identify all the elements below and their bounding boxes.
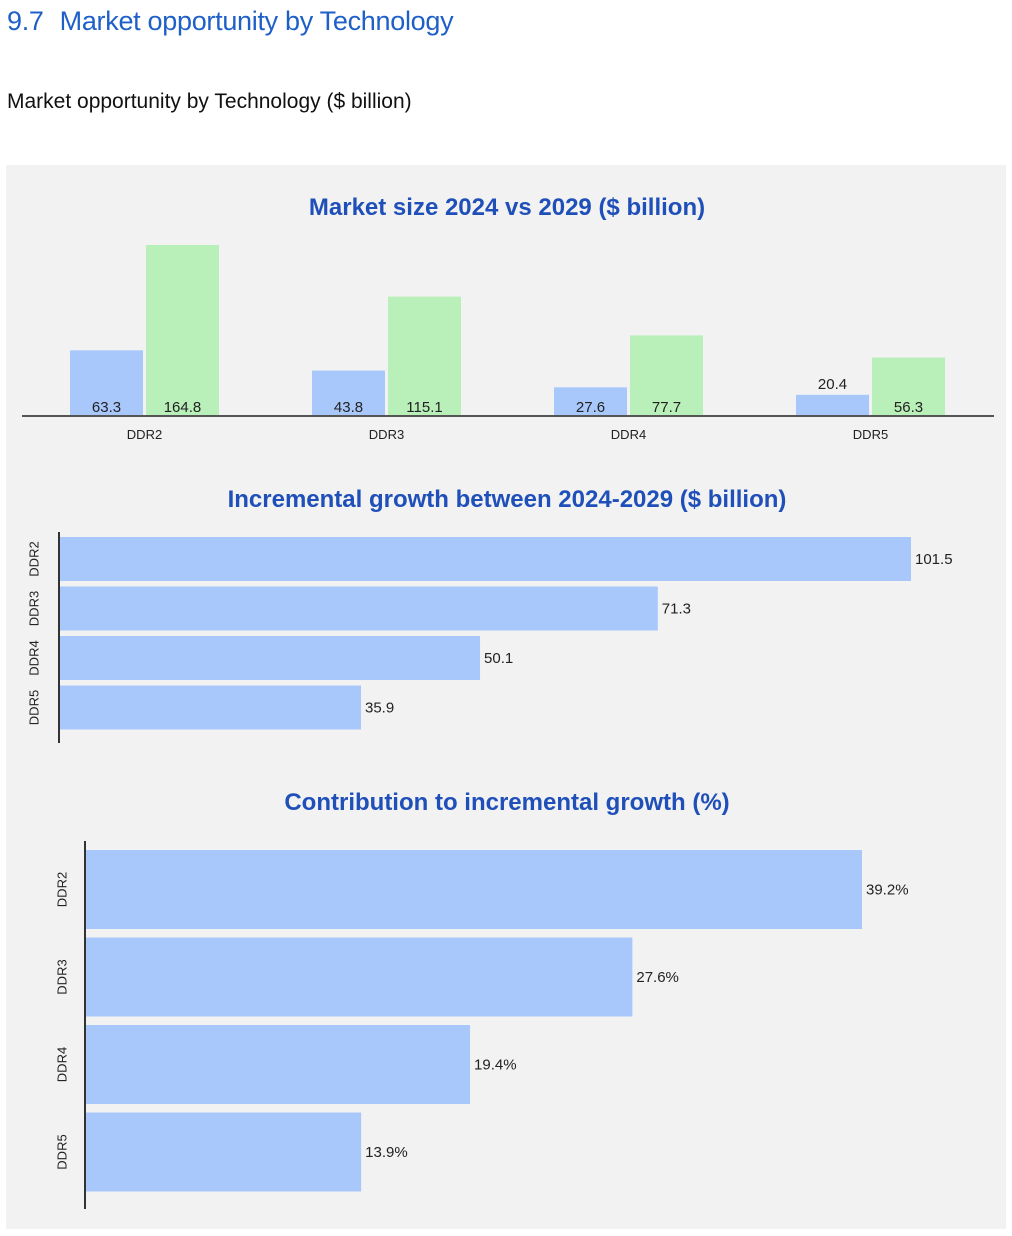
bar-2024-ddr2 [70, 350, 143, 416]
value-label-ddr3: 27.6% [636, 969, 679, 986]
category-label-ddr3: DDR3 [27, 591, 42, 626]
category-label-ddr5: DDR5 [853, 427, 888, 442]
category-label-ddr4: DDR4 [55, 1047, 70, 1082]
bar-2029-ddr2 [146, 245, 219, 416]
value-label-ddr2: 101.5 [915, 551, 953, 568]
bar-ddr2 [60, 537, 911, 581]
incremental-growth-chart-title: Incremental growth between 2024-2029 ($ … [228, 486, 787, 513]
bar-2029-ddr4 [630, 335, 703, 416]
value-label-2024-ddr4: 27.6 [576, 399, 605, 416]
bar-ddr2 [86, 850, 862, 929]
value-label-2024-ddr3: 43.8 [334, 399, 363, 416]
value-label-2029-ddr5: 56.3 [894, 399, 923, 416]
incremental-growth-chart: 101.5 DDR2 71.3 DDR3 50.1 DDR4 35.9 DDR5 [27, 532, 953, 743]
category-label-ddr2: DDR2 [55, 872, 70, 907]
category-label-ddr3: DDR3 [369, 427, 404, 442]
chart-panel: Market size 2024 vs 2029 ($ billion) 63.… [6, 165, 1006, 1229]
value-label-2024-ddr2: 63.3 [92, 399, 121, 416]
value-label-ddr5: 13.9% [365, 1144, 408, 1161]
category-label-ddr2: DDR2 [127, 427, 162, 442]
category-label-ddr3: DDR3 [55, 959, 70, 994]
bar-ddr5 [86, 1112, 362, 1192]
value-label-2029-ddr4: 77.7 [652, 399, 681, 416]
contribution-chart-title: Contribution to incremental growth (%) [284, 789, 729, 816]
value-label-ddr4: 19.4% [474, 1057, 517, 1074]
category-label-ddr5: DDR5 [27, 690, 42, 725]
bar-2024-ddr4 [554, 387, 627, 416]
value-label-ddr4: 50.1 [484, 650, 513, 667]
section-number: 9.7 [7, 6, 44, 36]
section-heading: 9.7 Market opportunity by Technology [7, 6, 454, 37]
bar-ddr4 [86, 1025, 471, 1104]
value-label-ddr5: 35.9 [365, 700, 394, 717]
section-title: Market opportunity by Technology [59, 6, 454, 36]
category-label-ddr5: DDR5 [55, 1134, 70, 1169]
bar-2024-ddr3 [312, 370, 385, 416]
market-size-chart-title: Market size 2024 vs 2029 ($ billion) [309, 194, 705, 221]
charts-svg: Market size 2024 vs 2029 ($ billion) 63.… [22, 194, 994, 1209]
figure-subtitle: Market opportunity by Technology ($ bill… [7, 90, 412, 113]
value-label-ddr2: 39.2% [866, 882, 909, 899]
bar-2029-ddr3 [388, 296, 461, 416]
contribution-chart: 39.2% DDR2 27.6% DDR3 19.4% DDR4 13.9% DDR5 [55, 841, 909, 1209]
bar-2029-ddr5 [872, 357, 945, 416]
value-label-2029-ddr3: 115.1 [406, 399, 442, 416]
category-label-ddr2: DDR2 [27, 541, 42, 576]
bar-ddr5 [60, 685, 361, 730]
bar-ddr3 [86, 937, 633, 1017]
bar-ddr4 [60, 636, 481, 680]
bar-2024-ddr5 [796, 394, 869, 416]
bar-ddr3 [60, 586, 658, 631]
category-label-ddr4: DDR4 [27, 640, 42, 675]
value-label-ddr3: 71.3 [662, 601, 691, 618]
category-label-ddr4: DDR4 [611, 427, 646, 442]
value-label-2024-ddr5: 20.4 [818, 376, 847, 393]
value-label-2029-ddr2: 164.8 [164, 399, 202, 416]
